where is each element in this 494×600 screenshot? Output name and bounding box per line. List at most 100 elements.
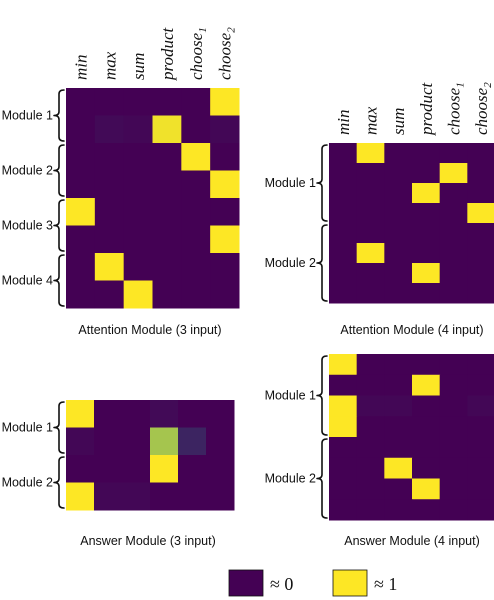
heatmap-answer-3-input: Module 1 Module 2 Answer Module (3 input) xyxy=(2,400,235,548)
group-label: Module 1 xyxy=(265,389,316,403)
heatmap-cell xyxy=(412,163,441,184)
heatmap-cell xyxy=(94,253,125,281)
heatmap-cell xyxy=(94,198,125,226)
group-label: Module 2 xyxy=(2,164,53,178)
heatmap-cell xyxy=(94,427,123,456)
heatmap-cell xyxy=(412,374,441,396)
group-brace xyxy=(53,144,65,197)
heatmap-cell xyxy=(384,183,413,204)
heatmap-cell xyxy=(384,395,413,417)
heatmap-cell xyxy=(467,374,494,396)
heatmap-cell xyxy=(152,253,182,281)
heatmap-cell xyxy=(152,115,182,144)
heatmap-cell xyxy=(439,183,468,204)
heatmap-cell xyxy=(94,88,125,116)
heatmap-cell xyxy=(329,243,358,264)
legend-label-zero: ≈ 0 xyxy=(270,574,293,594)
heatmap-cell xyxy=(152,198,182,226)
heatmap-cell xyxy=(384,437,413,459)
legend: ≈ 0 ≈ 1 xyxy=(228,569,397,597)
heatmap-cell xyxy=(66,253,96,281)
legend-swatch-zero xyxy=(228,569,264,597)
heatmap-cell xyxy=(123,253,153,281)
heatmap-cell xyxy=(123,143,153,171)
heatmap-cell xyxy=(181,170,211,199)
heatmap-cell xyxy=(66,455,95,483)
heatmap-cell xyxy=(181,198,211,226)
heatmap-cell xyxy=(66,198,96,226)
heatmap-cell xyxy=(329,203,358,224)
heatmap-cell xyxy=(66,427,95,456)
heatmap-cell xyxy=(384,263,413,284)
heatmap-cell xyxy=(384,499,413,521)
group-brace xyxy=(53,89,65,142)
heatmap-cell xyxy=(356,416,385,438)
heatmap-cell xyxy=(210,170,240,199)
heatmap-cell xyxy=(152,225,182,254)
column-label: min xyxy=(71,55,90,81)
heatmap-cell xyxy=(356,183,385,204)
heatmap-cell xyxy=(356,263,385,284)
heatmap-cell xyxy=(329,499,358,521)
heatmap-cell xyxy=(467,437,494,459)
heatmap-cell xyxy=(94,400,123,428)
group-brace xyxy=(316,355,328,436)
legend-swatch-one xyxy=(332,569,368,597)
heatmap-cell xyxy=(329,457,358,479)
heatmap-cell xyxy=(66,225,96,254)
heatmap-cell xyxy=(467,457,494,479)
heatmap-cell xyxy=(356,374,385,396)
heatmap-cell xyxy=(152,143,182,171)
heatmap-cell xyxy=(412,457,441,479)
heatmap-cell xyxy=(123,280,153,309)
heatmap-cell xyxy=(94,115,125,144)
heatmap-cell xyxy=(356,163,385,184)
heatmap-cell xyxy=(384,283,413,304)
heatmap-cell xyxy=(412,416,441,438)
heatmap-cell xyxy=(329,374,358,396)
heatmap-cell xyxy=(210,198,240,226)
heatmap-cell xyxy=(329,263,358,284)
heatmap-cell xyxy=(439,354,468,376)
heatmap-cell xyxy=(412,183,441,204)
heatmap-cell xyxy=(412,395,441,417)
group-brace xyxy=(53,401,65,454)
heatmap-cell xyxy=(329,354,358,376)
group-brace xyxy=(316,224,328,302)
heatmap-cell xyxy=(94,455,123,483)
heatmap-cell xyxy=(66,482,95,511)
heatmap-cell xyxy=(150,482,179,511)
heatmap-cell xyxy=(356,354,385,376)
column-label: min xyxy=(334,110,353,136)
heatmap-cell xyxy=(152,170,182,199)
heatmap-cell xyxy=(329,395,358,417)
column-label: choose2 xyxy=(472,82,494,135)
panel-caption: Answer Module (4 input) xyxy=(344,534,479,548)
heatmap-cell xyxy=(123,88,153,116)
heatmap-cell xyxy=(94,170,125,199)
heatmap-cell xyxy=(66,280,96,309)
panel-caption: Answer Module (3 input) xyxy=(80,534,215,548)
group-label: Module 1 xyxy=(2,109,53,123)
heatmap-cell xyxy=(439,223,468,244)
legend-label-one: ≈ 1 xyxy=(374,574,397,594)
heatmap-cell xyxy=(150,455,179,483)
heatmap-cell xyxy=(181,143,211,171)
heatmap-cell xyxy=(412,283,441,304)
heatmap-cell xyxy=(412,499,441,521)
heatmap-cell xyxy=(152,280,182,309)
heatmap-cell xyxy=(206,455,235,483)
heatmap-cell xyxy=(439,263,468,284)
heatmap-cell xyxy=(66,115,96,144)
heatmap-cell xyxy=(150,427,179,456)
heatmap-cell xyxy=(356,283,385,304)
heatmap-cell xyxy=(356,203,385,224)
heatmap-cell xyxy=(467,143,494,164)
heatmap-attention-4-input: Module 1 Module 2 min max sum product choose1c… xyxy=(265,81,494,337)
column-label: choose1 xyxy=(187,27,209,80)
heatmap-cell xyxy=(439,143,468,164)
heatmap-cell xyxy=(329,478,358,500)
heatmap-cell xyxy=(356,457,385,479)
column-label: choose1 xyxy=(445,82,467,135)
panel-caption: Attention Module (3 input) xyxy=(78,323,221,337)
